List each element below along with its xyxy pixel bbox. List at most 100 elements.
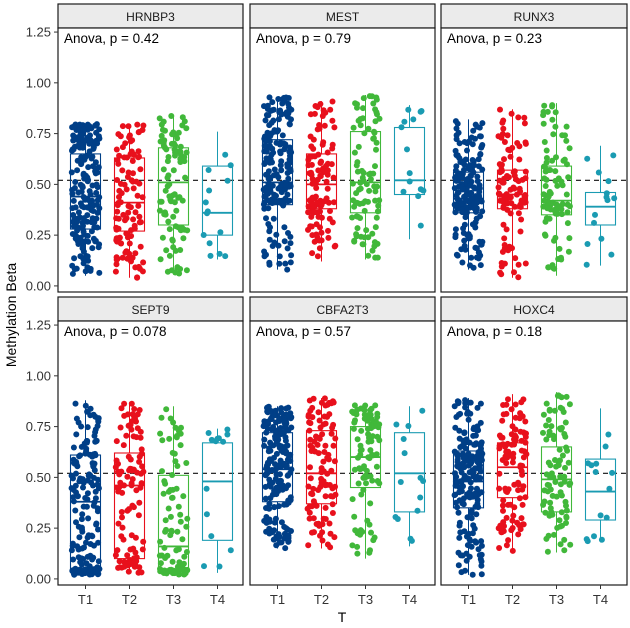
data-point	[465, 416, 472, 423]
data-point	[357, 531, 364, 538]
data-point	[140, 259, 147, 266]
data-point	[265, 205, 272, 212]
jitter-points-t2	[495, 106, 529, 281]
data-point	[373, 109, 380, 116]
facet-strip-label: CBFA2T3	[316, 303, 368, 317]
data-point	[477, 262, 484, 269]
data-point	[553, 493, 560, 500]
data-point	[269, 159, 275, 166]
data-point	[305, 542, 312, 549]
data-point	[597, 512, 604, 519]
data-point	[316, 417, 323, 424]
data-point	[168, 113, 175, 119]
panel-sept9: SEPT9 Anova, p = 0.078 0.00 0.25 0.50 0.75 1.0…	[26, 296, 244, 607]
data-point	[84, 490, 91, 497]
data-point	[375, 202, 382, 209]
facet-strip-label: RUNX3	[514, 10, 555, 24]
data-point	[286, 120, 293, 127]
data-point	[565, 248, 572, 255]
data-point	[467, 492, 474, 499]
data-point	[462, 567, 469, 574]
data-point	[208, 533, 215, 540]
data-point	[283, 463, 290, 470]
data-point	[518, 216, 525, 223]
data-point	[373, 463, 380, 470]
data-point	[135, 202, 142, 209]
data-point	[181, 553, 188, 560]
data-point	[312, 103, 319, 109]
data-point	[216, 563, 223, 570]
data-point	[287, 166, 294, 173]
data-point	[556, 245, 563, 252]
data-point	[522, 494, 529, 501]
data-point	[564, 209, 571, 216]
data-point	[224, 177, 231, 184]
data-point	[84, 408, 91, 415]
data-point	[373, 451, 380, 458]
data-point	[310, 204, 317, 211]
data-point	[222, 253, 229, 260]
data-point	[496, 485, 503, 492]
data-point	[72, 400, 79, 407]
data-point	[308, 143, 315, 150]
x-tick-label: T4	[402, 592, 417, 607]
panel-border	[57, 27, 244, 293]
data-point	[139, 463, 146, 470]
data-point	[461, 430, 468, 437]
data-point	[286, 156, 293, 163]
data-point	[113, 438, 120, 445]
data-point	[478, 571, 485, 578]
data-point	[466, 469, 473, 476]
data-point	[96, 126, 103, 133]
data-point	[478, 489, 485, 496]
data-point	[517, 526, 524, 533]
data-point	[415, 193, 422, 200]
data-point	[95, 476, 101, 483]
data-point	[417, 222, 424, 229]
data-point	[351, 149, 358, 156]
data-point	[509, 459, 516, 466]
data-point	[516, 495, 523, 502]
data-point	[123, 432, 130, 439]
data-point	[515, 210, 522, 217]
data-point	[508, 406, 515, 413]
data-point	[318, 399, 325, 406]
data-point	[495, 190, 502, 197]
data-point	[557, 541, 564, 548]
panel-mest: MEST Anova, p = 0.79	[249, 3, 436, 293]
data-point	[80, 126, 87, 133]
data-point	[540, 429, 546, 436]
facet-strip-label: SEPT9	[131, 303, 169, 317]
data-point	[285, 538, 292, 545]
data-point	[546, 215, 553, 222]
data-point	[401, 118, 408, 125]
y-tick-label: 1.00	[26, 368, 51, 383]
data-point	[471, 441, 478, 448]
data-point	[265, 221, 272, 227]
data-point	[318, 229, 325, 236]
data-point	[463, 178, 470, 185]
data-point	[367, 447, 374, 454]
data-point	[503, 514, 510, 521]
box-t4	[393, 105, 427, 240]
data-point	[119, 524, 126, 531]
data-point	[140, 122, 147, 129]
data-point	[305, 209, 312, 216]
data-point	[501, 242, 508, 248]
data-point	[474, 473, 481, 480]
data-point	[354, 213, 361, 220]
data-point	[70, 223, 77, 230]
data-point	[183, 149, 190, 156]
data-point	[324, 470, 331, 477]
data-point	[261, 436, 268, 443]
data-point	[83, 539, 89, 546]
data-point	[366, 93, 373, 100]
data-point	[138, 446, 145, 453]
data-point	[266, 500, 273, 507]
data-point	[157, 430, 164, 437]
data-point	[605, 178, 612, 185]
data-point	[540, 112, 547, 119]
x-tick-label: T4	[210, 592, 225, 607]
box-t2	[305, 98, 339, 262]
data-point	[311, 238, 318, 245]
